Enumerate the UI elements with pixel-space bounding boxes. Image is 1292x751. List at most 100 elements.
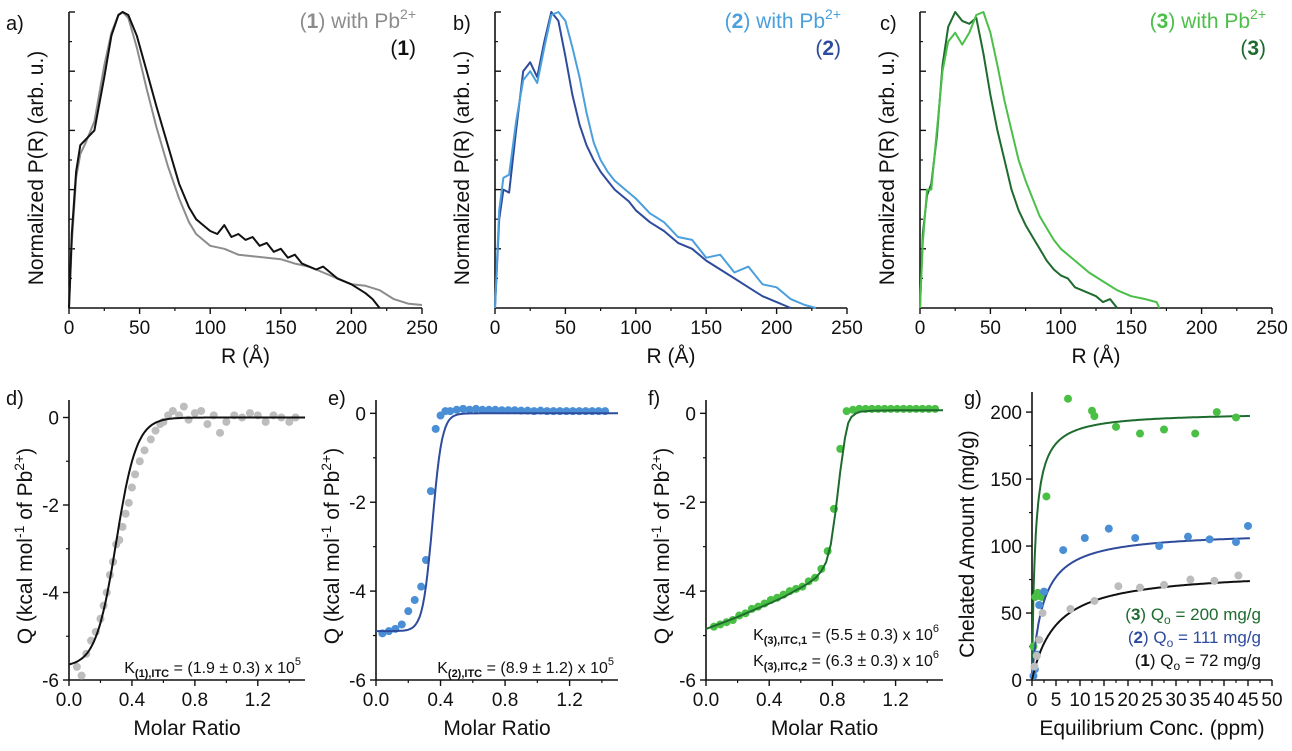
x-tick-label: 1.2 [556, 690, 582, 711]
y-axis-label: Normalized P(R) (arb. u.) [876, 51, 899, 286]
panel-label: d) [6, 388, 24, 410]
annotation-k: K [753, 653, 764, 670]
data-point [131, 470, 140, 479]
data-point [1059, 546, 1068, 555]
x-axis-label: Equilibrium Conc. (ppm) [1039, 717, 1264, 740]
series-line [494, 11, 792, 309]
data-point [472, 404, 481, 413]
legend-superscript: 2+ [1250, 6, 1266, 22]
x-tick-label: 0.4 [756, 690, 783, 711]
legend-paren: ) [409, 37, 416, 60]
data-point [1042, 492, 1051, 501]
panel-g: g)0 5 10 15 20 25 30 35 40 45 50050100150200Equili… [956, 388, 1283, 740]
data-point [417, 582, 426, 591]
legend-number: 3 [1131, 605, 1140, 624]
panel-c: c) 0 50 100 150 200 250 R (Å) Normalized P(R) (a… [876, 6, 1288, 368]
legend-entry: (1) [390, 37, 416, 60]
data-point [446, 407, 455, 416]
legend-paren: ) [1168, 10, 1175, 33]
annotation-superscript: 6 [933, 623, 939, 635]
x-tick-label: 0.4 [119, 690, 146, 711]
y-label-sup: -1 [11, 525, 27, 538]
y-tick-label: -4 [349, 582, 366, 603]
data-point [491, 405, 500, 414]
annotation-subscript: (3),ITC,1 [764, 635, 807, 647]
y-tick-label: -6 [42, 671, 59, 692]
data-point [72, 662, 81, 671]
x-tick-label: 200 [336, 318, 368, 339]
x-axis-label: R (Å) [647, 345, 696, 368]
data-point [1184, 532, 1192, 541]
data-point [1136, 429, 1144, 438]
legend-paren: ) [1140, 605, 1146, 624]
x-tick-label: 20 [1117, 690, 1138, 711]
y-axis-label: Q (kcal mol-1 of Pb2+) [318, 448, 344, 644]
data-point [168, 406, 177, 415]
data-point [1210, 576, 1219, 585]
legend-paren: ) [743, 10, 750, 33]
data-point [118, 522, 127, 531]
data-point [465, 405, 474, 414]
legend-entry: (1) Qo = 72 mg/g [1135, 651, 1261, 673]
x-tick-label: 100 [1045, 318, 1077, 339]
panel-f: f) 0.0 0.4 0.8 1.2 0 -2 -4 -6 Molar Ratio Q (kcal … [648, 388, 943, 740]
legend-entry: (1) with Pb2+ [300, 6, 416, 33]
data-point [842, 407, 851, 416]
annotation: K(2),ITC = (8.9 ± 1.2) x 105 [437, 656, 614, 680]
x-tick-label: 30 [1165, 690, 1186, 711]
panel-label: e) [328, 388, 346, 410]
data-point [1038, 609, 1047, 618]
data-point [197, 406, 206, 415]
legend-subscript: o [1174, 659, 1181, 673]
legend-entry: (2) Qo = 111 mg/g [1128, 628, 1261, 650]
y-label-sup: 2+ [11, 455, 27, 471]
fit-line [68, 416, 305, 666]
data-point [124, 498, 133, 507]
legend-number: 1 [307, 10, 319, 33]
y-axis-label: Normalized P(R) (arb. u.) [451, 51, 474, 286]
data-point [497, 406, 506, 415]
panel-d: d) 0.0 0.4 0.8 1.2 0 -2 -4 -6 Molar Ratio Q (kcal … [6, 388, 305, 740]
x-tick-label: 150 [1115, 318, 1147, 339]
x-tick-label: 0 [490, 318, 501, 339]
legend-text: with Pb [325, 10, 400, 33]
x-tick-label: 40 [1213, 690, 1234, 711]
y-tick-label: 0 [48, 409, 59, 430]
annotation-superscript: 5 [295, 656, 301, 668]
data-point [404, 607, 413, 616]
x-tick-label: 150 [690, 318, 722, 339]
legend-entry: (3) [1240, 37, 1266, 60]
data-point [146, 435, 155, 444]
panel-b: b) 0 50 100 150 200 250 R (Å) Normalized P(R) (a… [451, 6, 863, 368]
legend-paren: ( [1128, 628, 1134, 647]
legend-paren: ( [1240, 37, 1247, 60]
y-label-part: Q (kcal mol [321, 538, 344, 644]
x-tick-label: 200 [761, 318, 793, 339]
data-point [1064, 394, 1072, 403]
data-point [1232, 413, 1240, 422]
x-axis-label: R (Å) [1072, 345, 1121, 368]
y-label-part: of Pb [651, 471, 674, 526]
panel-label: b) [453, 13, 471, 35]
y-tick-label: 200 [990, 403, 1022, 424]
panel-e: e) 0.0 0.4 0.8 1.2 0 -2 -4 -6 Molar Ratio Q (kcal … [318, 388, 618, 740]
data-point [1232, 538, 1240, 547]
panel-label: a) [6, 13, 24, 35]
y-label-sup: -1 [648, 525, 664, 538]
legend-text: with Pb [1175, 10, 1250, 33]
annotation: K(3),ITC,2 = (6.3 ± 0.3) x 106 [753, 649, 939, 673]
data-point [478, 405, 487, 414]
data-point [1160, 580, 1168, 589]
x-tick-label: 100 [620, 318, 652, 339]
data-point [151, 426, 160, 435]
data-point [459, 404, 468, 413]
data-point [77, 671, 86, 680]
legend-text: Q [1156, 651, 1174, 670]
legend-paren: ( [815, 37, 822, 60]
x-tick-label: 10 [1069, 690, 1090, 711]
y-label-part: ) [14, 448, 37, 455]
data-point [426, 487, 435, 496]
x-tick-label: 0.0 [56, 690, 82, 711]
data-point [1212, 408, 1221, 417]
